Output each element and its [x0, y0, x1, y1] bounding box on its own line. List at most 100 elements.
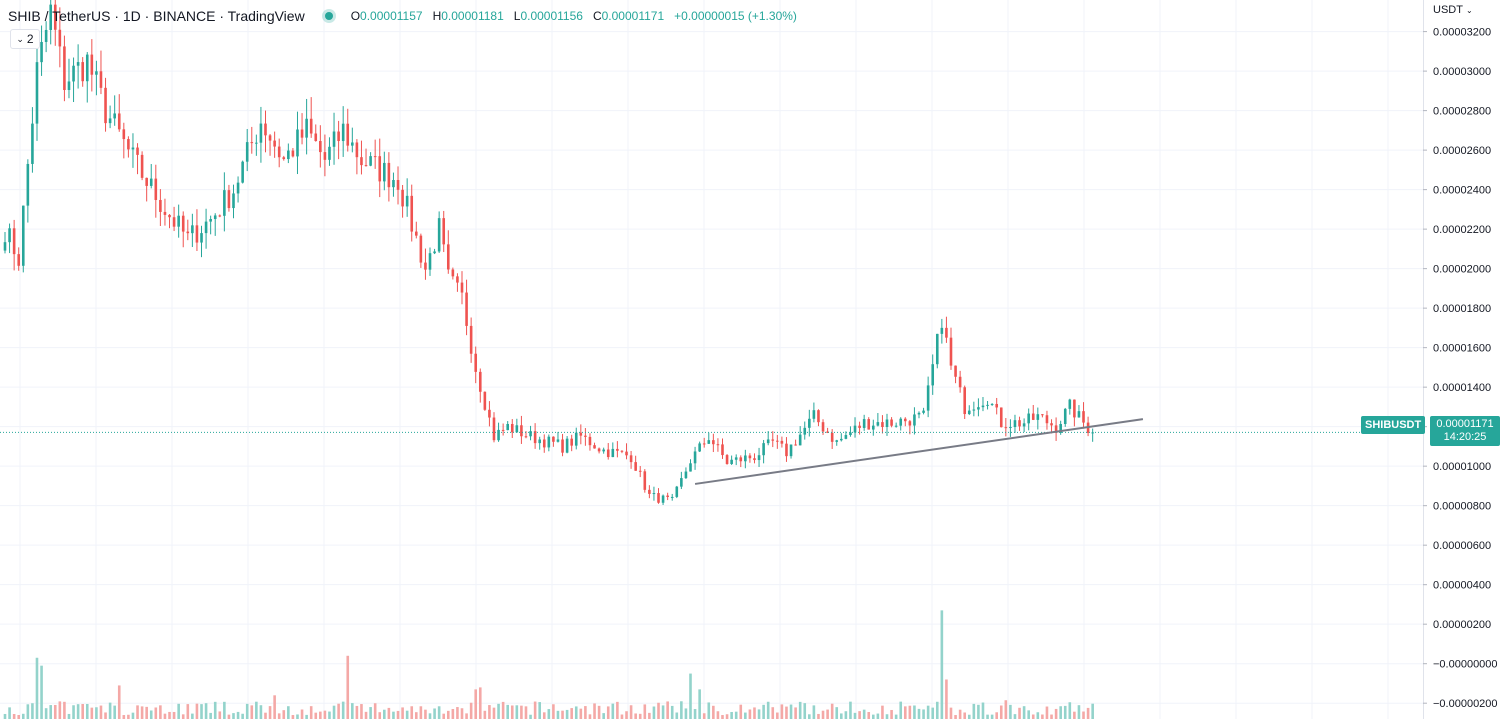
volume-bar [520, 705, 523, 719]
volume-bar [785, 706, 788, 719]
candle-body [712, 440, 715, 445]
candle [200, 225, 203, 258]
candle-body [506, 423, 509, 431]
candle-body [186, 231, 190, 234]
y-tick-label: 0.00002200 [1433, 224, 1491, 236]
y-tick-label: 0.00001600 [1433, 343, 1491, 355]
volume-bar [963, 712, 966, 719]
volume-bar [648, 712, 651, 719]
volume-bar [305, 714, 308, 719]
candle-body [616, 448, 619, 451]
volume-bar [213, 701, 217, 719]
candle [830, 429, 834, 449]
candle-body [456, 276, 459, 283]
candle-body [753, 458, 756, 461]
candle [689, 459, 692, 472]
y-tick-label: 0.00001800 [1433, 303, 1491, 315]
candle-body [721, 444, 724, 456]
volume-bar [282, 710, 286, 719]
volume-bar [195, 703, 199, 719]
candle [319, 125, 322, 168]
volume-bar [593, 703, 596, 719]
volume-bar [853, 712, 857, 719]
collapse-indicators-button[interactable]: ⌄ 2 [10, 29, 40, 49]
candle-body [282, 157, 286, 160]
candle-body [145, 177, 148, 186]
volume-bar [113, 705, 116, 719]
candle [245, 128, 249, 172]
candle [268, 133, 272, 156]
candle-body [657, 493, 660, 503]
trendline[interactable] [694, 418, 1144, 485]
candle-body [218, 215, 222, 217]
y-tick-label: 0.00000200 [1433, 619, 1491, 631]
candle [629, 450, 633, 469]
candle [734, 454, 738, 466]
candle-body [305, 118, 308, 138]
volume-bar [524, 706, 528, 719]
candle-body [666, 495, 669, 497]
candle [949, 327, 953, 370]
candle-body [670, 496, 674, 498]
candle-body [648, 489, 651, 494]
volume-bar [401, 707, 404, 719]
candle [826, 427, 829, 434]
candle [821, 419, 825, 435]
volume-bar [958, 709, 962, 719]
candle-body [693, 451, 697, 464]
candle [1077, 405, 1081, 418]
candle [584, 428, 587, 446]
candle-body [556, 439, 560, 442]
candle-body [707, 440, 711, 444]
change-value: +0.00000015 (+1.30%) [674, 9, 797, 23]
volume-bar [588, 714, 592, 719]
volume-bar [858, 711, 861, 719]
candle-body [1031, 413, 1035, 420]
volume-bar [232, 713, 235, 719]
candle [1027, 408, 1030, 431]
symbol-title[interactable]: SHIB / TetherUS · 1D · BINANCE · Trading… [8, 8, 305, 24]
volume-bar [757, 709, 761, 719]
candle [789, 444, 793, 459]
candle [117, 94, 121, 132]
candle [360, 140, 363, 175]
volume-bar [917, 708, 921, 719]
low-value: 0.00001156 [520, 9, 583, 23]
volume-bar [104, 712, 107, 719]
volume-bar [542, 712, 546, 719]
volume-bar [1059, 706, 1062, 719]
candle [977, 398, 980, 417]
volume-bar [977, 704, 980, 719]
candle-body [990, 403, 994, 405]
volume-bar [990, 714, 994, 719]
candle-body [561, 439, 564, 453]
candle-body [963, 387, 966, 415]
candle-body [675, 486, 679, 497]
volume-bar [241, 713, 244, 719]
volume-bar [611, 703, 615, 719]
candle [81, 57, 84, 87]
candle-body [451, 269, 455, 277]
candle-series [3, 0, 1094, 505]
candle-body [72, 65, 75, 82]
volume-bar [291, 715, 295, 719]
volume-bar [725, 714, 729, 719]
volume-bar [1027, 710, 1030, 719]
currency-selector[interactable]: USDT ⌄ [1433, 4, 1473, 16]
candle [213, 213, 217, 236]
candle-body [419, 235, 423, 263]
volume-bar [926, 705, 930, 719]
candle [520, 415, 523, 444]
candle [616, 441, 619, 458]
volume-bar [716, 711, 720, 719]
volume-bar [808, 714, 811, 719]
candle [113, 95, 116, 126]
candle [990, 403, 994, 406]
volume-bar [145, 706, 148, 719]
candle [762, 439, 765, 464]
candle [501, 423, 505, 436]
price-axis[interactable]: 0.00003200 0.00003000 0.00002800 0.00002600… [1423, 27, 1498, 711]
candle-body [661, 495, 665, 503]
candle-body [954, 365, 957, 377]
